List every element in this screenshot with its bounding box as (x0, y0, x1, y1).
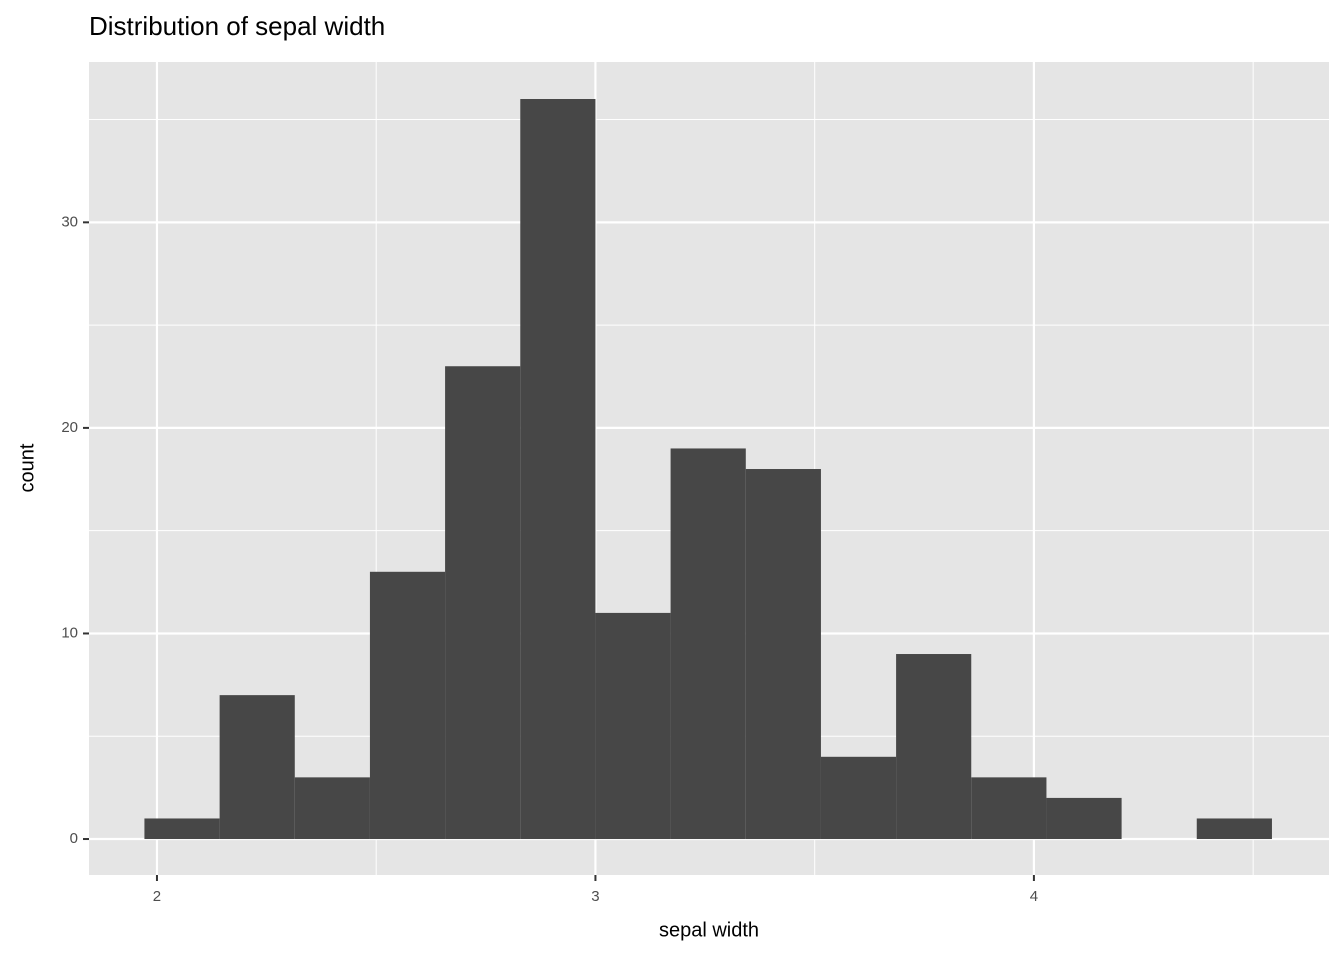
bar (971, 777, 1047, 840)
y-axis-title: count (16, 443, 38, 492)
y-tick-label: 30 (61, 213, 78, 230)
x-axis-title: sepal width (659, 919, 759, 941)
bar (294, 777, 370, 840)
y-tick-label: 0 (70, 830, 78, 847)
y-tick-label: 10 (61, 624, 78, 641)
x-tick-label: 4 (1030, 888, 1038, 905)
bar (595, 612, 671, 840)
x-tick-label: 3 (591, 888, 599, 905)
chart-title: Distribution of sepal width (89, 11, 385, 41)
bar (520, 99, 596, 840)
y-tick-label: 20 (61, 419, 78, 436)
bar (670, 448, 746, 840)
bar (219, 695, 295, 840)
bar (1046, 797, 1122, 840)
bar (144, 818, 220, 840)
bar (745, 469, 821, 840)
bar (1196, 818, 1272, 840)
bar (369, 571, 446, 840)
bar (820, 756, 897, 840)
x-tick-label: 2 (153, 888, 161, 905)
bar (445, 366, 521, 840)
bar (896, 654, 972, 840)
